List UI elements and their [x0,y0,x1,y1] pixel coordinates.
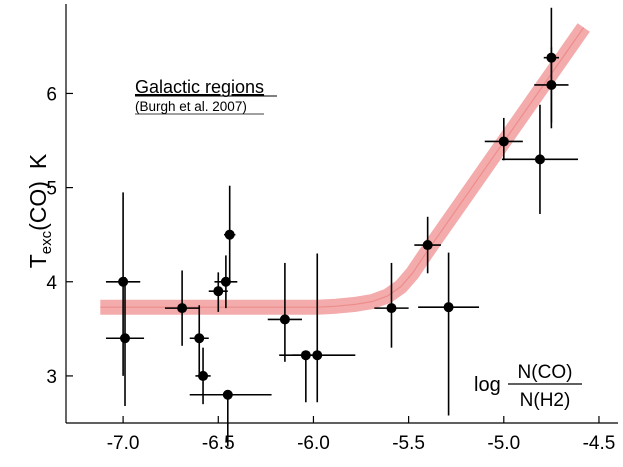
y-axis-label: Texc(CO)K [25,153,55,268]
data-marker [312,350,323,361]
data-point [484,117,523,161]
x-tick-label: -4.5 [583,433,616,454]
data-point [214,255,238,309]
data-marker [386,303,397,314]
data-marker [213,286,224,297]
data-marker [422,240,433,251]
y-tick-label: 5 [46,179,57,200]
legend-title: Galactic regions [135,77,264,97]
data-point [279,253,356,403]
data-point [105,277,145,407]
x-axis-label: log N(CO) N(H2) [474,362,582,411]
x-axis-label-numerator: N(CO) [518,362,573,383]
axes [65,4,618,424]
data-point [208,272,228,312]
x-ticks: -7.0 -6.5 -6.0 -5.5 -5.0 -4.5 [107,416,616,454]
data-point [267,262,303,362]
data-point [223,185,236,284]
model-fit-band [100,23,590,315]
x-tick-label: -6.0 [297,433,330,454]
data-marker [546,52,557,63]
data-point [164,270,200,346]
x-tick-label: -7.0 [107,433,140,454]
x-tick-label: -6.5 [202,433,235,454]
data-marker [177,303,188,314]
data-point [189,389,272,447]
data-point [195,347,211,405]
model-fit-line [100,23,590,315]
legend-reference: (Burgh et al. 2007) [135,99,247,114]
x-axis-label-prefix: log [474,374,501,396]
data-marker [194,333,205,344]
x-tick-label: -5.0 [487,433,520,454]
data-marker [222,389,233,400]
data-point [501,104,579,214]
data-marker [498,136,509,147]
data-marker [198,370,209,381]
data-marker [224,229,235,240]
data-marker [443,302,454,313]
data-point [374,262,409,348]
y-tick-label: 3 [46,367,57,388]
x-axis-label-denominator: N(H2) [520,390,571,411]
data-marker [220,276,231,287]
x-tick-label: -5.5 [392,433,425,454]
data-point [414,216,441,274]
data-marker [118,276,129,287]
y-tick-label: 6 [46,84,57,105]
data-point [543,7,559,129]
data-point [418,252,480,416]
y-ticks: 3 4 5 6 [46,84,73,388]
model-fit-centerline [100,27,585,308]
data-marker [534,154,545,165]
data-point [105,192,141,376]
y-tick-label: 4 [46,273,57,294]
data-marker [279,314,290,325]
data-points [105,7,579,447]
data-marker [120,333,131,344]
data-point [189,305,209,378]
